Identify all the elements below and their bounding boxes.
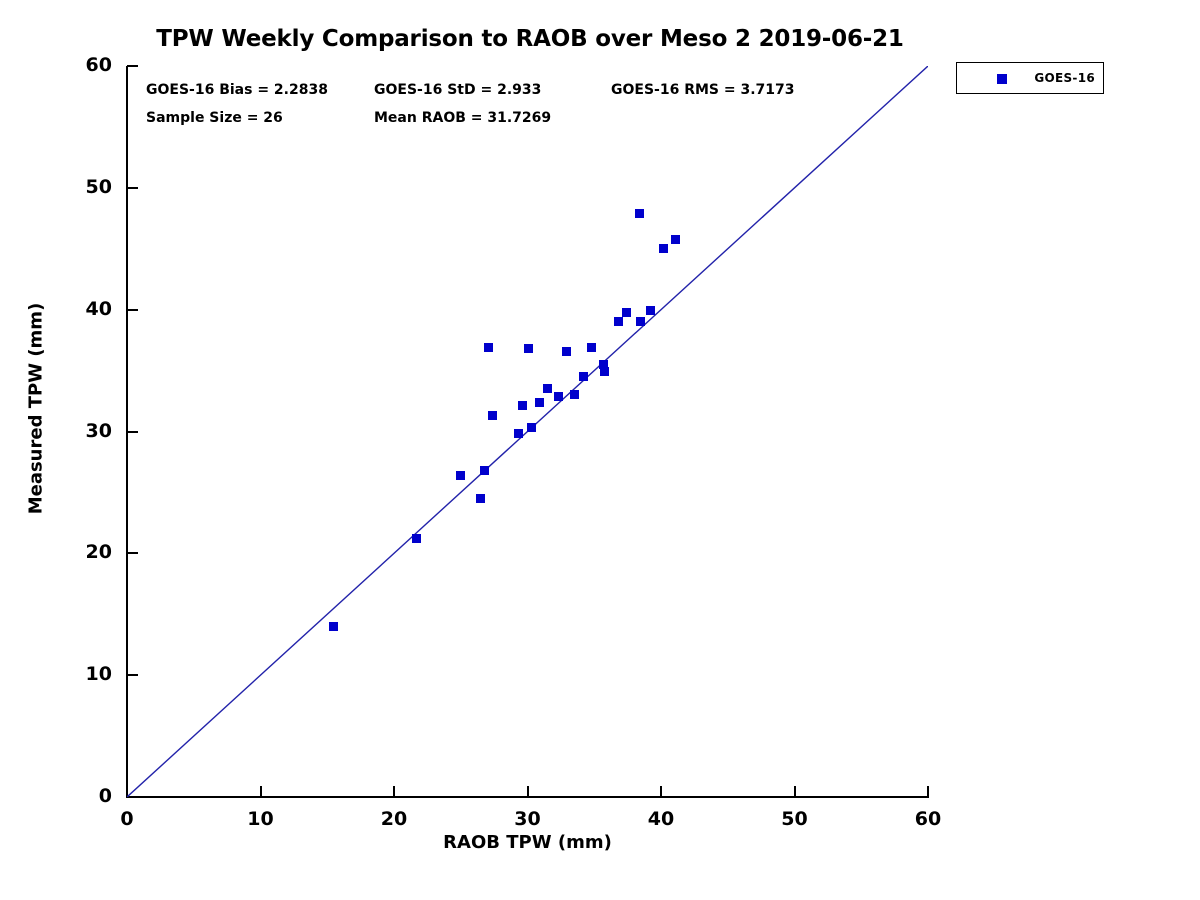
x-tick-label-20: 20	[380, 808, 408, 830]
stat-std: GOES-16 StD = 2.933	[374, 82, 542, 98]
scatter-point	[484, 342, 494, 352]
scatter-point	[527, 423, 536, 433]
x-tick-label-60: 60	[914, 808, 942, 830]
x-tick-60	[927, 786, 929, 797]
scatter-point	[553, 391, 563, 401]
x-tick-label-40: 40	[647, 808, 675, 830]
stat-bias: GOES-16 Bias = 2.2838	[146, 82, 328, 98]
x-tick-50	[793, 786, 796, 797]
x-tick-label-0: 0	[120, 808, 134, 830]
scatter-point	[480, 465, 490, 475]
y-tick-label-60: 60	[85, 54, 112, 76]
y-tick-10	[127, 674, 138, 677]
scatter-point	[613, 317, 623, 327]
x-tick-label-50: 50	[781, 808, 808, 830]
x-tick-label-10: 10	[247, 808, 274, 830]
scatter-point	[488, 411, 498, 421]
stat-rms: GOES-16 RMS = 3.7173	[611, 82, 795, 98]
y-tick-label-50: 50	[85, 175, 112, 198]
scatter-point	[600, 367, 610, 377]
scatter-point	[659, 244, 669, 254]
x-axis-label: RAOB TPW (mm)	[443, 832, 612, 853]
y-tick-label-30: 30	[85, 419, 112, 442]
scatter-point	[476, 494, 486, 503]
scatter-point	[587, 342, 597, 352]
y-tick-label-40: 40	[85, 297, 112, 320]
stat-sample-size: Sample Size = 26	[146, 110, 283, 126]
scatter-point	[535, 397, 544, 407]
y-tick-label-0: 0	[98, 785, 112, 807]
x-tick-30	[526, 786, 529, 797]
scatter-point	[456, 470, 466, 480]
scatter-point	[636, 317, 646, 327]
plot-area	[127, 66, 928, 797]
y-axis-label: Measured TPW (mm)	[25, 302, 47, 515]
y-tick-20	[127, 552, 138, 555]
x-tick-0	[126, 786, 128, 797]
x-tick-20	[393, 786, 395, 797]
scatter-point	[569, 390, 579, 400]
scatter-point	[517, 401, 527, 411]
page-title: TPW Weekly Comparison to RAOB over Meso …	[156, 26, 904, 52]
scatter-point	[543, 384, 553, 394]
scatter-point	[645, 306, 655, 316]
scatter-point	[412, 534, 422, 544]
x-tick-40	[660, 786, 662, 797]
y-tick-60	[127, 65, 138, 67]
legend-swatch-goes-16	[997, 74, 1007, 84]
y-tick-50	[127, 186, 138, 189]
scatter-point	[635, 208, 645, 218]
scatter-point	[671, 234, 681, 244]
legend[interactable]: GOES-16	[956, 62, 1104, 94]
scatter-point	[621, 307, 631, 317]
scatter-point	[513, 429, 523, 439]
legend-label-goes-16: GOES-16	[1034, 71, 1095, 85]
y-tick-30	[127, 430, 138, 433]
x-tick-label-30: 30	[514, 808, 541, 830]
stat-mean-raob: Mean RAOB = 31.7269	[374, 110, 552, 126]
x-axis-line	[126, 796, 929, 798]
y-tick-0	[127, 796, 138, 798]
scatter-point	[599, 359, 609, 369]
scatter-point	[579, 372, 589, 382]
scatter-point	[561, 346, 571, 356]
scatter-point	[329, 621, 339, 631]
y-tick-label-10: 10	[85, 663, 112, 686]
x-tick-10	[259, 786, 262, 797]
scatter-point	[524, 344, 534, 354]
y-tick-label-20: 20	[85, 541, 112, 564]
y-tick-40	[127, 308, 138, 311]
